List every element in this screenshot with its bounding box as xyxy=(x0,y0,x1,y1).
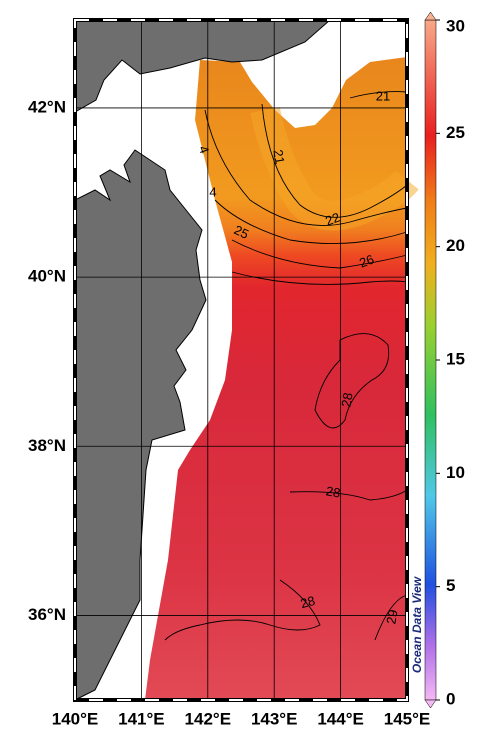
colorbar-tick-label: 20 xyxy=(446,236,465,255)
warm-core xyxy=(250,106,419,231)
x-tick-label: 145°E xyxy=(384,709,431,728)
x-tick-label: 141°E xyxy=(118,709,165,728)
colorbar-tick-label: 0 xyxy=(446,689,455,708)
y-tick-label: 40°N xyxy=(28,267,66,286)
x-tick-label: 144°E xyxy=(317,709,364,728)
y-tick-label: 36°N xyxy=(28,605,66,624)
colorbar-tick-label: 15 xyxy=(446,349,465,368)
contour-label: 22 xyxy=(323,209,342,228)
x-tick-label: 142°E xyxy=(185,709,232,728)
colorbar-top-arrow xyxy=(424,11,437,21)
contour-label: 4 xyxy=(209,184,216,199)
x-tick-label: 143°E xyxy=(251,709,298,728)
contour-label: 28 xyxy=(338,391,355,408)
contour-label: 29 xyxy=(383,608,400,625)
contour-label: 28 xyxy=(299,593,317,611)
contour-label: 21 xyxy=(376,88,390,103)
map-frame-dash xyxy=(74,19,408,701)
contours xyxy=(164,91,408,641)
colorbar-tick-label: 30 xyxy=(446,16,465,35)
watermark: Ocean Data View xyxy=(410,576,424,673)
x-tick-label: 140°E xyxy=(52,709,99,728)
contour-label: 21 xyxy=(270,148,287,165)
contour-label: 26 xyxy=(357,251,376,270)
y-tick-label: 38°N xyxy=(28,436,66,455)
contour-label: 28 xyxy=(325,483,342,500)
colorbar xyxy=(424,19,437,701)
colorbar-tick-label: 25 xyxy=(446,123,465,142)
colorbar-tick-label: 10 xyxy=(446,463,465,482)
land xyxy=(74,19,332,701)
y-tick-label: 42°N xyxy=(28,97,66,116)
contour-label: 25 xyxy=(232,222,251,242)
colorbar-bottom-arrow xyxy=(424,699,437,709)
contour-label: 4 xyxy=(196,144,213,156)
colorbar-tick-label: 5 xyxy=(446,576,455,595)
